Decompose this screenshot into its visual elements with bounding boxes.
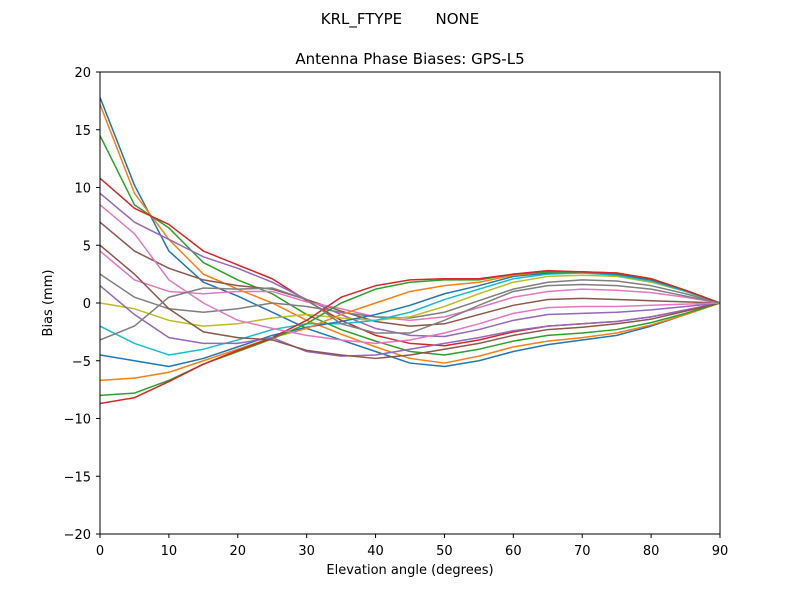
series-line-8 [100,273,720,319]
y-tick-label: 10 [74,182,91,197]
x-tick-label: 10 [161,544,178,559]
x-tick-label: 90 [712,544,729,559]
series-line-2 [100,104,720,364]
x-tick-label: 30 [298,544,315,559]
y-tick-label: 0 [83,297,91,312]
y-tick-label: −15 [64,470,91,485]
y-tick-label: −20 [64,528,91,543]
series-lines [100,97,720,405]
x-tick-label: 60 [505,544,522,559]
series-line-9 [100,274,720,327]
y-tick-label: 20 [74,66,91,81]
series-line-1 [100,97,720,368]
x-tick-label: 40 [367,544,384,559]
x-tick-label: 80 [643,544,660,559]
y-tick-label: −5 [72,355,91,370]
series-line-7 [100,250,720,322]
y-tick-label: −10 [64,413,91,428]
series-line-6 [100,221,720,327]
series-line-14 [100,269,720,405]
series-line-18 [100,283,720,341]
y-axis: −20 −15 −10 −5 0 5 10 15 20 [64,66,100,543]
x-axis-label: Elevation angle (degrees) [326,563,493,578]
chart-title: Antenna Phase Biases: GPS-L5 [295,50,524,68]
x-tick-label: 20 [230,544,247,559]
chart-suptitle: KRL_FTYPE NONE [321,10,479,29]
series-line-15 [100,285,720,357]
x-tick-label: 70 [574,544,591,559]
x-tick-label: 50 [436,544,453,559]
series-line-11 [100,271,720,368]
series-line-3 [100,135,720,356]
y-tick-label: 5 [83,239,91,254]
y-tick-label: 15 [74,124,91,139]
plot-frame [99,71,721,535]
series-line-16 [100,244,720,360]
series-line-10 [100,272,720,356]
x-axis: 0 10 20 30 40 50 60 70 80 90 [96,534,728,559]
series-line-17 [100,204,720,345]
x-tick-label: 0 [96,544,104,559]
series-line-5 [100,192,720,338]
y-axis-label: Bias (mm) [41,270,56,337]
